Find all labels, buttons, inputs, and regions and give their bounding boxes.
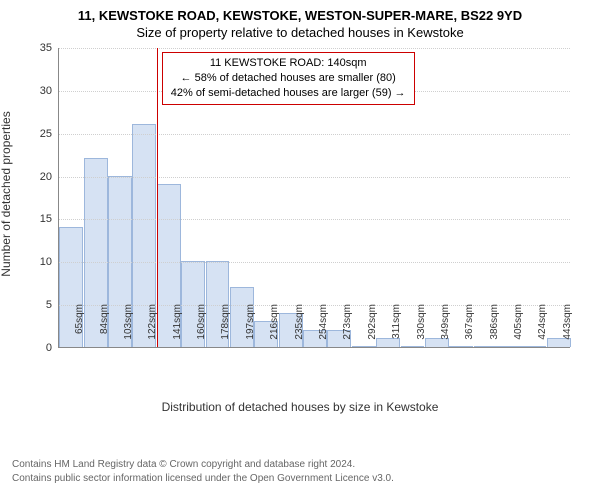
xtick-label: 235sqm xyxy=(294,304,305,354)
xtick-label: 178sqm xyxy=(220,304,231,354)
gridline xyxy=(59,219,570,220)
xtick-label: 292sqm xyxy=(367,304,378,354)
reference-line xyxy=(157,48,158,347)
xtick-label: 349sqm xyxy=(440,304,451,354)
xtick-label: 84sqm xyxy=(99,304,110,354)
xtick-label: 424sqm xyxy=(537,304,548,354)
title-subtitle: Size of property relative to detached ho… xyxy=(0,23,600,46)
xtick-label: 311sqm xyxy=(391,304,402,354)
xtick-label: 405sqm xyxy=(513,304,524,354)
xtick-label: 386sqm xyxy=(489,304,500,354)
ytick-label: 15 xyxy=(12,213,52,225)
chart: Number of detached properties Distributi… xyxy=(0,44,600,404)
xtick-label: 443sqm xyxy=(562,304,573,354)
gridline xyxy=(59,48,570,49)
xtick-label: 141sqm xyxy=(172,304,183,354)
xtick-label: 330sqm xyxy=(416,304,427,354)
gridline xyxy=(59,262,570,263)
ytick-label: 25 xyxy=(12,128,52,140)
xtick-label: 216sqm xyxy=(269,304,280,354)
gridline xyxy=(59,177,570,178)
xtick-label: 273sqm xyxy=(342,304,353,354)
xtick-label: 103sqm xyxy=(123,304,134,354)
ytick-label: 5 xyxy=(12,299,52,311)
annotation-line: 42% of semi-detached houses are larger (… xyxy=(171,86,406,101)
annotation-box: 11 KEWSTOKE ROAD: 140sqm← 58% of detache… xyxy=(162,52,415,105)
footer-copyright-2: Contains public sector information licen… xyxy=(12,473,394,484)
xtick-label: 367sqm xyxy=(464,304,475,354)
ytick-label: 30 xyxy=(12,85,52,97)
ytick-label: 35 xyxy=(12,42,52,54)
xtick-label: 65sqm xyxy=(74,304,85,354)
ytick-label: 20 xyxy=(12,171,52,183)
ytick-label: 0 xyxy=(12,342,52,354)
annotation-line: 11 KEWSTOKE ROAD: 140sqm xyxy=(171,56,406,71)
xtick-label: 254sqm xyxy=(318,304,329,354)
xtick-label: 122sqm xyxy=(147,304,158,354)
annotation-line: ← 58% of detached houses are smaller (80… xyxy=(171,71,406,86)
xtick-label: 197sqm xyxy=(245,304,256,354)
title-address: 11, KEWSTOKE ROAD, KEWSTOKE, WESTON-SUPE… xyxy=(0,0,600,23)
gridline xyxy=(59,134,570,135)
xtick-label: 160sqm xyxy=(196,304,207,354)
x-axis-label: Distribution of detached houses by size … xyxy=(0,400,600,414)
ytick-label: 10 xyxy=(12,256,52,268)
footer-copyright-1: Contains HM Land Registry data © Crown c… xyxy=(12,459,355,470)
